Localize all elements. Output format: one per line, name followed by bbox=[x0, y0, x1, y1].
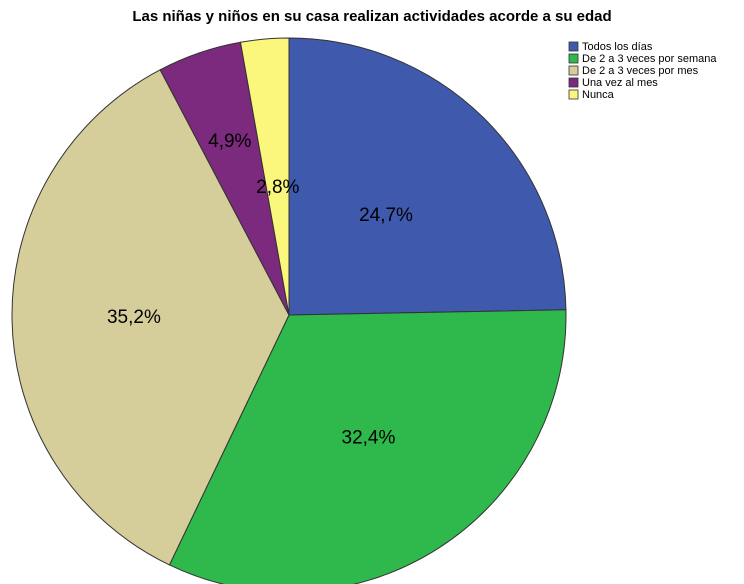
pie-slice bbox=[288, 37, 567, 316]
legend-swatch bbox=[568, 65, 579, 76]
legend-swatch bbox=[568, 89, 579, 100]
legend-swatch bbox=[568, 41, 579, 52]
slice-label: 35,2% bbox=[107, 307, 161, 328]
legend-label: De 2 a 3 veces por mes bbox=[582, 65, 699, 77]
slice-label: 24,7% bbox=[359, 205, 413, 226]
pie-slice bbox=[239, 37, 290, 316]
legend-label: Todos los días bbox=[582, 41, 653, 53]
slice-label: 4,9% bbox=[208, 131, 251, 152]
slice-label: 2,8% bbox=[256, 177, 299, 198]
legend-swatch bbox=[568, 77, 579, 88]
legend-label: Una vez al mes bbox=[582, 77, 658, 89]
legend-label: Nunca bbox=[582, 89, 615, 101]
slice-label: 32,4% bbox=[342, 427, 396, 448]
pie-slice bbox=[11, 69, 290, 566]
chart-title: Las niñas y niños en su casa realizan ac… bbox=[132, 8, 611, 25]
legend-swatch bbox=[568, 53, 579, 64]
pie-slice bbox=[168, 309, 567, 584]
legend-label: De 2 a 3 veces por semana bbox=[582, 53, 717, 65]
